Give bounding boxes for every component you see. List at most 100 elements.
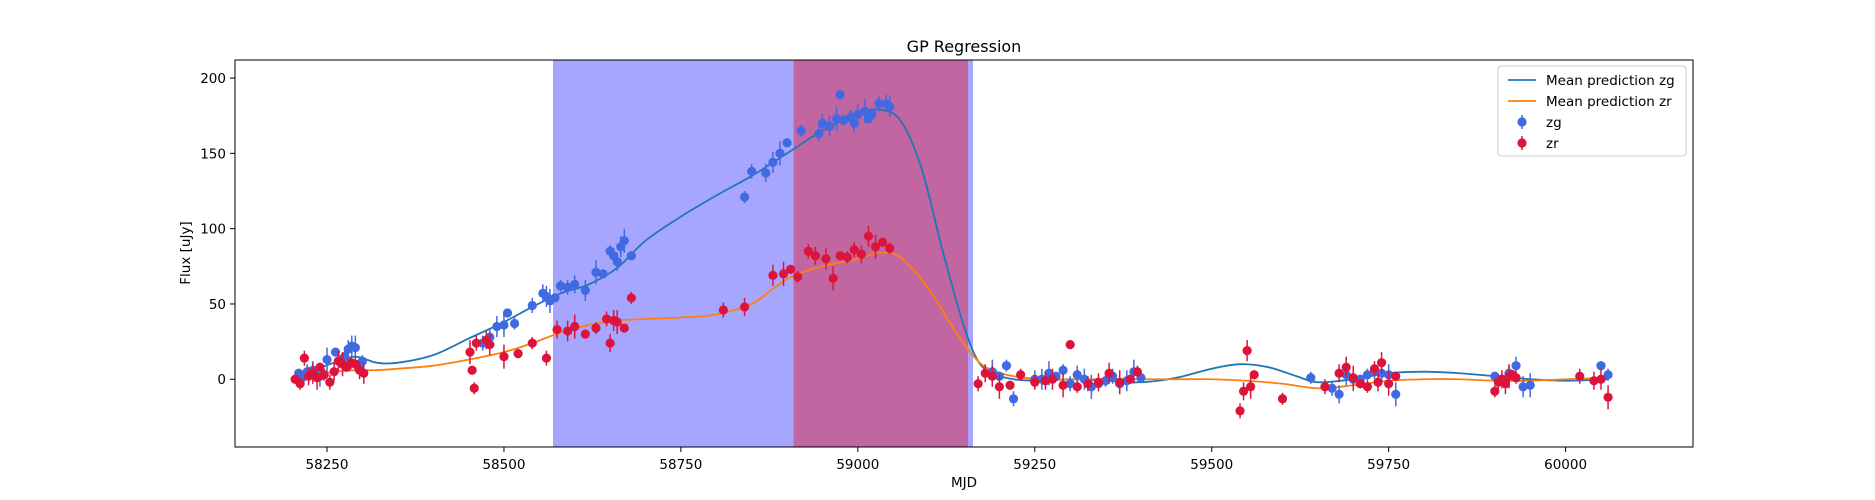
zg-point: [1058, 365, 1068, 375]
legend-label: zr: [1546, 136, 1559, 152]
zr-point: [471, 338, 481, 348]
zr-point: [785, 264, 796, 274]
zr-point: [605, 338, 615, 348]
zg-point: [1518, 382, 1528, 392]
zr-point: [1132, 367, 1143, 377]
zr-point: [485, 340, 495, 350]
zr-point: [810, 251, 820, 261]
x-tick-label: 59250: [1013, 457, 1056, 473]
zr-point: [1369, 364, 1380, 374]
zr-point: [849, 245, 859, 255]
zg-point: [527, 300, 537, 311]
zr-point: [1362, 382, 1373, 392]
y-tick-label: 150: [200, 146, 226, 162]
zr-point: [1235, 406, 1245, 416]
zg-point: [1072, 370, 1082, 380]
x-tick-label: 58250: [306, 457, 349, 473]
zr-point: [1603, 392, 1613, 402]
zr-point: [1490, 386, 1500, 396]
zg-point: [555, 281, 566, 291]
plot-frame: [234, 59, 1694, 448]
zg-point: [1603, 370, 1613, 380]
zr-point: [513, 349, 523, 359]
zr-point: [601, 314, 612, 324]
y-tick-label: 200: [200, 71, 226, 87]
zr-point: [329, 367, 339, 377]
zg-point: [1327, 383, 1337, 393]
zr-point: [612, 317, 622, 327]
zg-point: [761, 168, 771, 178]
zg-point: [499, 320, 509, 330]
zr-point: [1104, 368, 1114, 378]
y-axis-ticks: 0 50 100 150 200: [200, 71, 235, 388]
zg-point: [1362, 370, 1373, 380]
zg-point: [824, 121, 835, 131]
zr-point: [1072, 382, 1082, 392]
zg-point: [1065, 379, 1075, 389]
zr-point: [1047, 374, 1058, 384]
zr-point: [541, 353, 552, 363]
zg-point: [322, 355, 332, 365]
zg-point: [814, 129, 824, 139]
zr-point: [312, 373, 322, 383]
zg-point: [860, 106, 870, 116]
zg-point: [817, 118, 828, 128]
zr-point: [299, 353, 309, 363]
x-tick-label: 58500: [482, 457, 525, 473]
zr-point: [1500, 379, 1511, 389]
zg-point: [1100, 376, 1111, 386]
series-line-2: [295, 251, 1609, 390]
zr-point: [570, 321, 580, 332]
zg-point: [885, 102, 895, 112]
zr-point: [768, 270, 778, 280]
zr-point: [1246, 382, 1256, 392]
zr-point: [319, 370, 329, 380]
zg-point: [619, 236, 629, 246]
zg-point: [775, 148, 785, 158]
zg-point: [591, 267, 601, 277]
zg-point: [832, 114, 842, 124]
zg-point: [350, 343, 360, 353]
zr-point: [1125, 374, 1135, 384]
zr-point: [994, 382, 1004, 392]
zr-point: [325, 377, 335, 387]
zg-point: [1391, 389, 1401, 399]
x-tick-label: 59000: [836, 457, 879, 473]
zg-point: [1511, 361, 1521, 371]
zr-point: [315, 362, 325, 372]
zr-point: [835, 251, 845, 261]
zr-point: [878, 237, 888, 247]
zr-point: [973, 379, 983, 389]
zr-point: [803, 246, 813, 256]
zr-point: [591, 323, 601, 333]
zr-point: [885, 243, 895, 253]
zr-point: [1376, 358, 1387, 368]
legend: Mean prediction zg Mean prediction zr zg zr: [1497, 65, 1687, 157]
zr-point: [1065, 340, 1075, 350]
zr-point: [1058, 380, 1068, 390]
x-axis-ticks: 58250 58500 58750 59000 59250 59500 59750 60000: [306, 447, 1587, 473]
zr-point: [626, 293, 636, 303]
zr-point: [1249, 370, 1259, 380]
zg-point: [739, 192, 750, 202]
zr-point: [870, 242, 881, 252]
zg-point: [1525, 380, 1535, 390]
zr-point: [1040, 376, 1050, 386]
zg-point: [796, 126, 806, 136]
zr-point: [552, 324, 562, 335]
legend-label: zg: [1546, 115, 1562, 131]
zr-point: [1115, 377, 1125, 387]
x-axis-title: MJD: [951, 475, 977, 491]
legend-box: [1497, 65, 1687, 157]
zr-point: [1511, 373, 1521, 383]
zg-point: [563, 282, 573, 292]
zg-point: [849, 118, 859, 128]
zg-point: [492, 321, 502, 332]
zr-point: [467, 365, 477, 375]
zg-point: [867, 109, 877, 119]
zr-point: [828, 273, 838, 283]
zg-point: [839, 115, 849, 125]
x-tick-label: 58750: [659, 457, 702, 473]
zg-point: [509, 318, 520, 329]
zr-point: [821, 254, 831, 264]
